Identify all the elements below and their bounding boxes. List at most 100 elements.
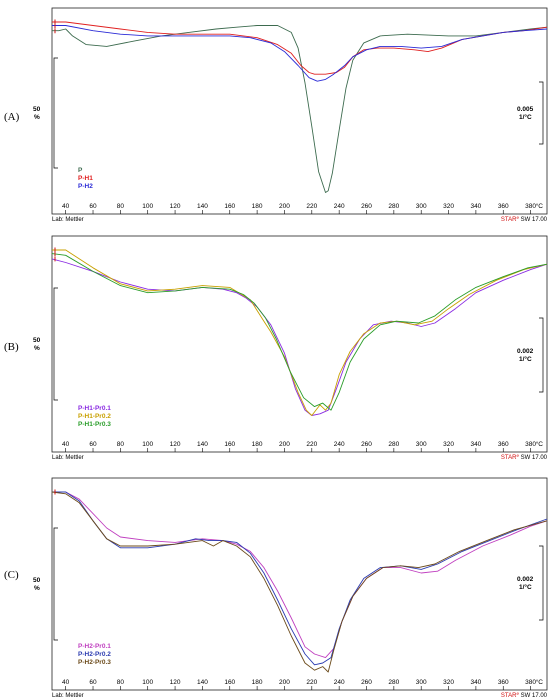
- legend-entry: P-H2-Pr0.2: [78, 651, 111, 658]
- x-tick-label: 280: [388, 441, 399, 448]
- left-scale-unit: %: [34, 345, 40, 352]
- x-tick-label: 380: [525, 679, 536, 686]
- footer-software: STARe SW 17.00: [501, 215, 548, 223]
- x-tick-label: 260: [361, 441, 372, 448]
- right-scale-bar: [539, 317, 544, 393]
- x-tick-label: 320: [443, 441, 454, 448]
- x-tick-label: 40: [62, 679, 70, 686]
- footer-lab: Lab: Mettler: [52, 217, 84, 223]
- x-tick-label: 200: [279, 679, 290, 686]
- footer-brand-sup: e: [516, 215, 519, 220]
- series-line-p-h1-pr0.1: [51, 258, 548, 416]
- right-scale-unit: 1/°C: [519, 583, 532, 591]
- series-line-p-h1: [52, 21, 548, 75]
- x-tick-label: 300: [416, 203, 427, 210]
- panel-label: (B): [4, 341, 19, 353]
- series-line-p-h2: [52, 25, 548, 82]
- x-tick-label: 240: [334, 679, 345, 686]
- x-tick-label: 240: [334, 441, 345, 448]
- x-tick-label: 80: [117, 203, 125, 210]
- x-tick-label: 100: [142, 441, 153, 448]
- panel-label: (A): [4, 111, 20, 123]
- plot-frame: [51, 477, 548, 691]
- right-scale-bar: [539, 545, 544, 621]
- x-tick-label: 300: [416, 679, 427, 686]
- x-tick-label: 60: [89, 203, 97, 210]
- series-line-p-h2-pr0.3: [51, 491, 548, 673]
- series-line-p-h2-pr0.1: [52, 491, 548, 659]
- x-tick-label: 180: [252, 203, 263, 210]
- series-line-p: [52, 25, 548, 193]
- x-tick-label: 300: [416, 441, 427, 448]
- panel-label: (C): [4, 569, 19, 581]
- x-tick-label: 320: [443, 203, 454, 210]
- x-tick-label: 280: [388, 203, 399, 210]
- series-line-p-h1-pr0.2: [52, 249, 548, 416]
- x-tick-label: 280: [388, 679, 399, 686]
- x-tick-label: 120: [170, 203, 181, 210]
- x-tick-label: 40: [62, 441, 70, 448]
- left-scale-unit: %: [34, 585, 40, 592]
- plot-frame: [51, 235, 548, 453]
- footer-lab: Lab: Mettler: [52, 693, 84, 699]
- x-tick-label: 340: [470, 441, 481, 448]
- x-tick-label: 40: [62, 203, 70, 210]
- x-axis-unit: °C: [536, 202, 544, 210]
- x-tick-label: 180: [252, 441, 263, 448]
- left-scale-bar: [53, 57, 58, 169]
- x-axis-unit: °C: [536, 440, 544, 448]
- x-tick-label: 240: [334, 203, 345, 210]
- right-scale-value: 0.002: [517, 348, 534, 355]
- x-tick-label: 80: [117, 679, 125, 686]
- left-scale-bar: [53, 287, 58, 401]
- x-tick-label: 60: [89, 441, 97, 448]
- x-tick-label: 100: [142, 679, 153, 686]
- x-tick-label: 360: [498, 203, 509, 210]
- x-tick-label: 200: [279, 203, 290, 210]
- x-tick-label: 160: [224, 203, 235, 210]
- footer-software: STARe SW 17.00: [501, 691, 548, 699]
- x-tick-label: 260: [361, 203, 372, 210]
- legend-entry: P-H1: [78, 175, 93, 182]
- footer-brand: STAR: [501, 693, 517, 699]
- footer-brand: STAR: [501, 217, 517, 223]
- x-tick-label: 380: [525, 441, 536, 448]
- legend-entry: P-H2: [78, 183, 93, 190]
- right-scale-unit: 1/°C: [519, 355, 532, 363]
- x-tick-label: 360: [498, 679, 509, 686]
- x-tick-label: 380: [525, 203, 536, 210]
- footer-brand: STAR: [501, 455, 517, 461]
- legend-entry: P-H2-Pr0.1: [78, 643, 111, 650]
- legend-entry: P: [78, 167, 83, 174]
- right-scale-value: 0.002: [517, 576, 534, 583]
- x-tick-label: 160: [224, 679, 235, 686]
- x-tick-label: 160: [224, 441, 235, 448]
- x-tick-label: 340: [470, 679, 481, 686]
- legend-entry: P-H1-Pr0.1: [78, 405, 111, 412]
- x-tick-label: 140: [197, 441, 208, 448]
- footer-version: SW 17.00: [519, 693, 548, 699]
- footer-version: SW 17.00: [519, 455, 548, 461]
- left-scale-value: 50: [33, 106, 41, 113]
- right-scale-unit: 1/°C: [519, 113, 532, 121]
- footer-software: STARe SW 17.00: [501, 453, 548, 461]
- x-tick-label: 320: [443, 679, 454, 686]
- x-tick-label: 220: [306, 679, 317, 686]
- x-tick-label: 80: [117, 441, 125, 448]
- x-tick-label: 120: [170, 441, 181, 448]
- series-line-p-h2-pr0.2: [52, 491, 548, 666]
- left-scale-value: 50: [33, 337, 41, 344]
- left-scale-unit: %: [34, 114, 40, 121]
- x-tick-label: 180: [252, 679, 263, 686]
- x-tick-label: 140: [197, 203, 208, 210]
- x-axis-unit: °C: [536, 678, 544, 686]
- x-tick-label: 100: [142, 203, 153, 210]
- x-tick-label: 340: [470, 203, 481, 210]
- footer-lab: Lab: Mettler: [52, 455, 84, 461]
- legend-entry: P-H1-Pr0.2: [78, 413, 111, 420]
- x-tick-label: 200: [279, 441, 290, 448]
